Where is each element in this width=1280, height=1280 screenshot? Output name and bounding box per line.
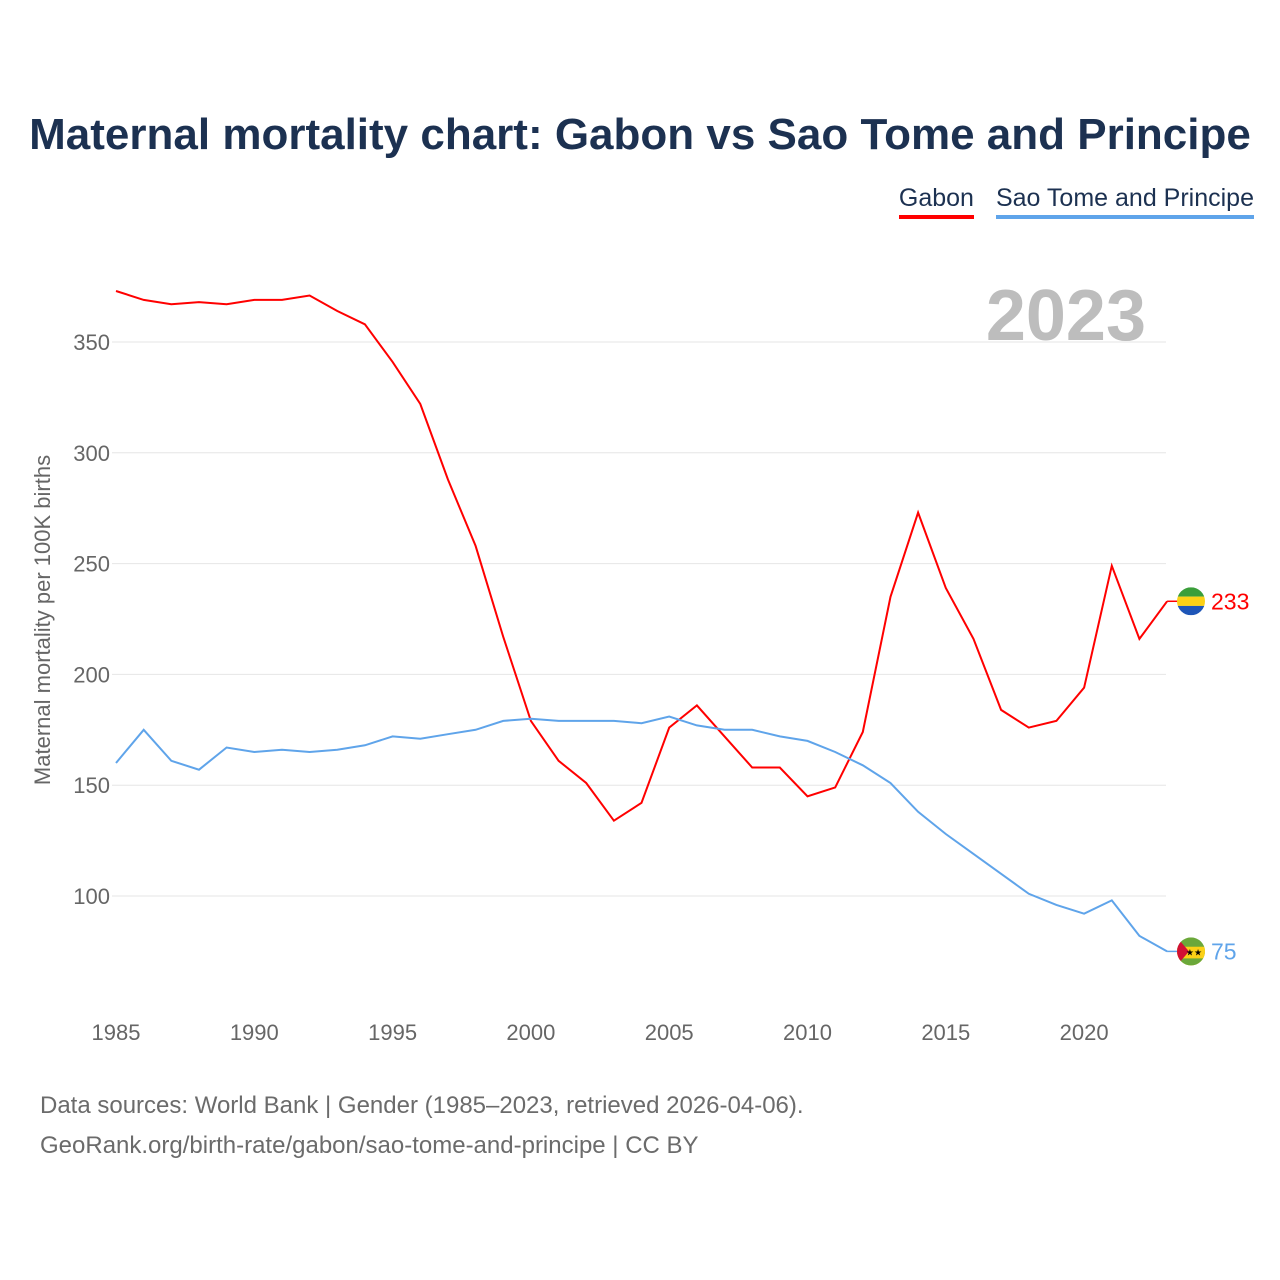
y-tick-label: 300 [73, 441, 110, 466]
source-link[interactable]: GeoRank.org/birth-rate/gabon/sao-tome-an… [40, 1132, 699, 1159]
year-label: 2023 [986, 276, 1146, 356]
footer: Data sources: World Bank | Gender (1985–… [40, 1086, 804, 1166]
y-tick-label: 200 [73, 662, 110, 687]
x-tick-label: 2010 [783, 1020, 832, 1045]
y-tick-label: 250 [73, 552, 110, 577]
x-tick-label: 2015 [921, 1020, 970, 1045]
y-tick-label: 350 [73, 330, 110, 355]
sao-tome-flag-icon: ★★ [1177, 937, 1205, 966]
end-value-label: 75 [1211, 938, 1237, 964]
legend-item-gabon[interactable]: Gabon [898, 184, 974, 219]
x-tick-label: 1995 [368, 1020, 417, 1045]
series-line-sao-tome [115, 715, 1168, 953]
x-tick-label: 1990 [230, 1020, 279, 1045]
x-tick-label: 2020 [1060, 1020, 1109, 1045]
x-tick-label: 2005 [645, 1020, 694, 1045]
y-axis-label: Maternal mortality per 100K births [30, 455, 55, 785]
legend: Gabon Sao Tome and Principe [898, 184, 1254, 219]
x-tick-label: 2000 [506, 1020, 555, 1045]
series-line-gabon [115, 290, 1168, 823]
legend-item-sao-tome[interactable]: Sao Tome and Principe [995, 184, 1254, 219]
chart-title: Maternal mortality chart: Gabon vs Sao T… [29, 110, 1251, 159]
x-tick-label: 1985 [92, 1020, 141, 1045]
y-tick-label: 100 [73, 884, 110, 909]
y-tick-label: 150 [73, 773, 110, 798]
end-value-label: 233 [1211, 588, 1249, 614]
svg-text:★★: ★★ [1186, 947, 1202, 957]
gabon-flag-icon [1177, 587, 1205, 616]
data-source-note: Data sources: World Bank | Gender (1985–… [40, 1092, 804, 1119]
